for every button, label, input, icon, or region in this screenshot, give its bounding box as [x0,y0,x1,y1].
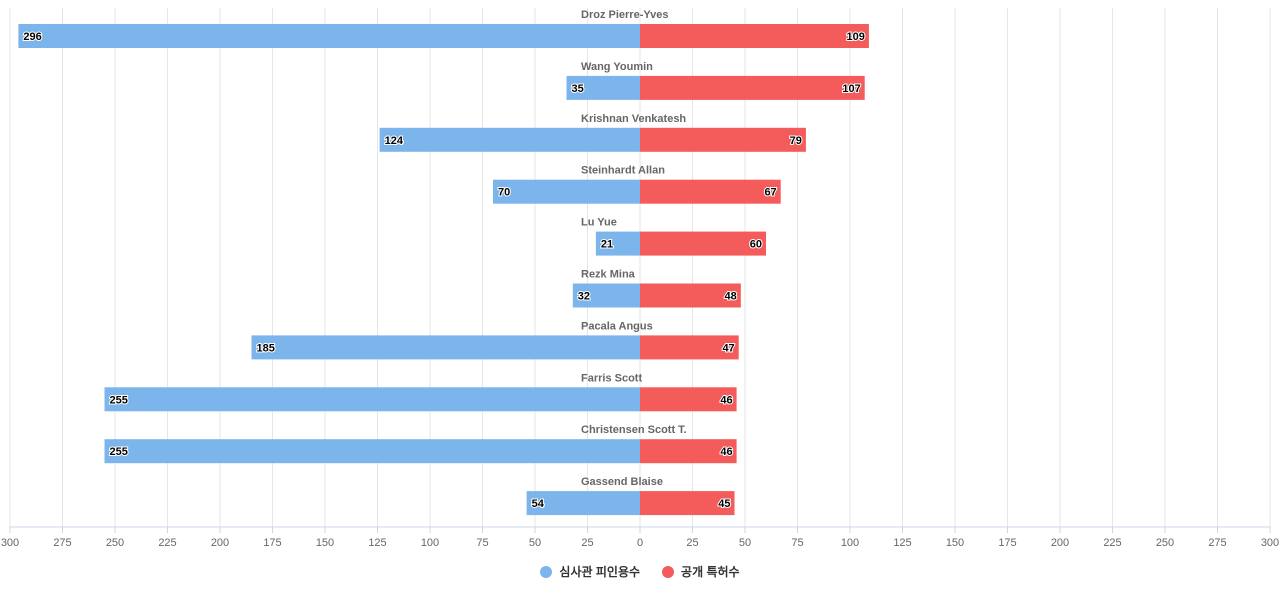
category-label: Christensen Scott T. [581,424,687,436]
data-label: 54 [532,498,545,510]
category-label: Farris Scott [581,372,642,384]
x-tick-label: 150 [316,537,334,549]
data-label: 47 [722,342,734,354]
data-label: 255 [110,446,128,458]
legend-item-right-series[interactable]: 공개 특허수 [662,563,740,580]
diverging-bar-chart: Droz Pierre-Yves Wang Youmin Krishnan Venk… [1,8,1279,549]
data-label: 46 [720,394,732,406]
x-tick-label: 0 [637,537,643,549]
x-tick-label: 275 [53,537,71,549]
x-tick-label: 200 [1051,537,1069,549]
category-label: Steinhardt Allan [581,165,665,177]
data-label: 124 [385,135,404,147]
data-label: 109 [847,31,865,43]
x-tick-label: 75 [476,537,488,549]
data-label: 296 [23,31,41,43]
bar-left[interactable] [526,491,640,516]
x-tick-label: 275 [1208,537,1226,549]
category-label: Wang Youmin [581,61,653,73]
x-tick-label: 175 [998,537,1016,549]
x-tick-label: 300 [1261,537,1279,549]
bar-right[interactable] [640,283,741,308]
bar-right[interactable] [640,231,766,256]
legend: 심사관 피인용수 공개 특허수 [0,563,1280,580]
bar-left[interactable] [572,283,640,308]
data-label: 45 [718,498,730,510]
data-labels: 296 109 35 107 124 79 70 67 21 60 32 48 185 47 255 46 25… [22,30,866,511]
bars [18,24,869,516]
data-label: 60 [750,239,762,251]
data-label: 48 [725,291,737,303]
x-axis: 300 275 250 225 200 175 150 125 100 75 50 25 0 25 50 75… [1,526,1279,549]
data-label: 79 [790,135,802,147]
legend-item-left-series[interactable]: 심사관 피인용수 [540,563,640,580]
x-tick-label: 25 [581,537,593,549]
x-tick-label: 200 [211,537,229,549]
bar-left[interactable] [104,439,641,464]
x-tick-label: 125 [368,537,386,549]
bar-left[interactable] [18,24,640,48]
legend-marker [540,565,553,578]
bar-right[interactable] [640,439,737,464]
bar-left[interactable] [251,335,641,360]
x-tick-label: 175 [263,537,281,549]
x-tick-label: 75 [791,537,803,549]
category-labels: Droz Pierre-Yves Wang Youmin Krishnan Venk… [581,9,687,488]
bar-left[interactable] [595,231,640,256]
category-label: Pacala Angus [581,320,653,332]
category-label: Droz Pierre-Yves [581,9,668,21]
x-tick-label: 250 [1156,537,1174,549]
data-label: 70 [498,187,510,199]
legend-label: 심사관 피인용수 [559,565,641,579]
category-label: Gassend Blaise [581,476,663,488]
x-tick-label: 225 [158,537,176,549]
data-label: 32 [578,291,590,303]
bar-left[interactable] [493,179,640,204]
x-tick-label: 125 [893,537,911,549]
data-label: 35 [572,83,584,95]
category-label: Krishnan Venkatesh [581,113,686,125]
x-tick-label: 50 [529,537,541,549]
bar-right[interactable] [640,387,737,412]
category-label: Lu Yue [581,217,617,229]
data-label: 46 [720,446,732,458]
x-tick-label: 300 [1,537,19,549]
x-tick-label: 150 [946,537,964,549]
bar-left[interactable] [104,387,641,412]
bar-right[interactable] [640,127,806,152]
data-label: 107 [842,83,860,95]
x-tick-label: 50 [739,537,751,549]
x-tick-label: 250 [106,537,124,549]
bar-right[interactable] [640,75,865,100]
x-tick-label: 25 [686,537,698,549]
data-label: 67 [764,187,776,199]
bar-left[interactable] [566,75,641,100]
legend-label: 공개 특허수 [681,565,740,579]
x-tick-label: 225 [1103,537,1121,549]
bar-right[interactable] [640,335,739,360]
category-label: Rezk Mina [581,269,636,281]
data-label: 255 [110,394,128,406]
data-label: 185 [257,342,275,354]
bar-right[interactable] [640,179,781,204]
data-label: 21 [601,239,613,251]
bar-left[interactable] [379,127,640,152]
x-tick-label: 100 [841,537,859,549]
bar-right[interactable] [640,24,869,48]
legend-marker [662,565,675,578]
x-tick-label: 100 [421,537,439,549]
bar-right[interactable] [640,491,735,516]
